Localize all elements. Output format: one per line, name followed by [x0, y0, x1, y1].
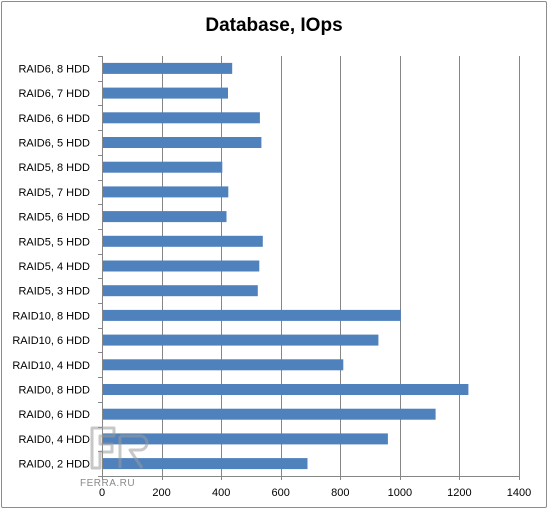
- x-tick-label: 200: [152, 487, 170, 499]
- category-label: RAID0, 2 HDD: [18, 459, 90, 471]
- category-label: RAID5, 7 HDD: [18, 187, 90, 199]
- bars: [102, 62, 469, 470]
- category-labels: RAID6, 8 HDD RAID6, 7 HDD RAID6, 6 HDD RAID…: [12, 63, 90, 470]
- axes: [98, 56, 520, 480]
- bar: [102, 112, 260, 124]
- category-label: RAID6, 5 HDD: [18, 138, 90, 150]
- bar: [102, 137, 262, 148]
- bar: [102, 384, 469, 395]
- bar: [102, 309, 401, 321]
- ferra-watermark: FERRA.RU: [80, 426, 149, 489]
- category-label: RAID5, 3 HDD: [18, 286, 90, 298]
- bar: [102, 186, 229, 198]
- bar: [102, 433, 388, 445]
- bar: [102, 235, 263, 247]
- category-label: RAID5, 4 HDD: [18, 261, 90, 273]
- x-tick-label: 800: [331, 487, 349, 499]
- x-tick-label: 600: [272, 487, 290, 499]
- x-tick-label: 1400: [507, 487, 531, 499]
- category-label: RAID10, 8 HDD: [12, 310, 90, 322]
- bar: [102, 285, 258, 297]
- category-label: RAID5, 5 HDD: [18, 236, 90, 248]
- ferra-logo-icon: [90, 426, 149, 470]
- bar: [102, 260, 260, 272]
- x-tick-label: 1200: [447, 487, 471, 499]
- category-label: RAID5, 8 HDD: [18, 162, 90, 174]
- bar: [102, 161, 223, 173]
- category-label: RAID0, 6 HDD: [18, 409, 90, 421]
- x-tick-label: 400: [212, 487, 230, 499]
- chart-title: Database, IOps: [205, 15, 342, 36]
- x-tick-label: 0: [99, 487, 105, 499]
- category-label: RAID6, 7 HDD: [18, 88, 90, 100]
- bar: [102, 334, 379, 346]
- x-tick-label: 1000: [388, 487, 412, 499]
- category-label: RAID6, 8 HDD: [18, 63, 90, 75]
- category-label: RAID6, 6 HDD: [18, 113, 90, 125]
- category-label: RAID0, 4 HDD: [18, 434, 90, 446]
- category-label: RAID10, 4 HDD: [12, 360, 90, 372]
- category-label: RAID5, 6 HDD: [18, 212, 90, 224]
- bar: [102, 408, 436, 420]
- grid-lines: [162, 56, 520, 476]
- x-tick-labels: 0 200 400 600 800 1000 1200 1400: [99, 487, 531, 499]
- watermark-text: FERRA.RU: [80, 478, 135, 489]
- bar: [102, 62, 233, 74]
- bar: [102, 87, 228, 99]
- category-label: RAID0, 8 HDD: [18, 385, 90, 397]
- bar: [102, 458, 308, 470]
- category-label: RAID10, 6 HDD: [12, 335, 90, 347]
- bar: [102, 359, 344, 371]
- bar: [102, 211, 227, 223]
